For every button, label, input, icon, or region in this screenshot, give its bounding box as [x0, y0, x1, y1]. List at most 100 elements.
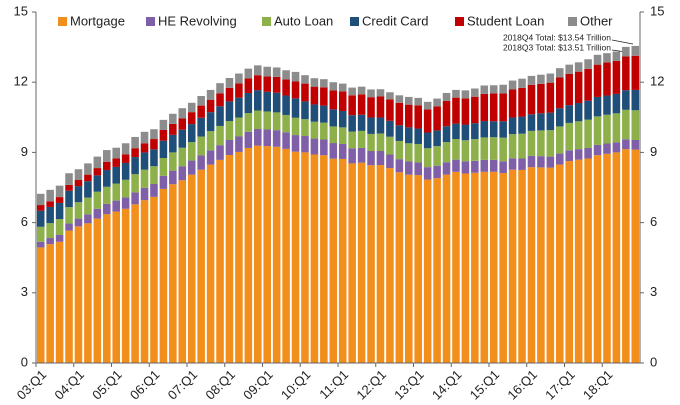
bar-segment — [546, 112, 555, 131]
bar-segment — [282, 95, 290, 115]
legend-label: Mortgage — [70, 13, 125, 28]
bar-segment — [93, 191, 102, 209]
legend-label: HE Revolving — [158, 13, 237, 28]
bar-segment — [178, 108, 187, 119]
bar-segment — [206, 131, 215, 151]
bar-segment — [169, 113, 177, 124]
bar-segment — [499, 121, 507, 138]
y-tick-label: 3 — [21, 284, 28, 299]
bar-segment — [291, 71, 300, 82]
bar-segment — [489, 121, 498, 138]
bar-segment — [405, 161, 413, 175]
bar-segment — [367, 133, 375, 151]
bar-segment — [574, 71, 583, 104]
bar-segment — [338, 110, 347, 128]
bar-segment — [197, 169, 205, 363]
bar-segment — [150, 149, 158, 167]
bar-segment — [206, 150, 215, 165]
bar-segment — [206, 112, 215, 132]
y-tick-label: 6 — [21, 214, 28, 229]
bar-segment — [320, 79, 328, 88]
legend-swatch — [146, 17, 155, 26]
bar-segment — [55, 197, 64, 203]
bar-segment — [301, 101, 309, 120]
bar-segment — [480, 159, 489, 172]
bar-segment — [263, 66, 271, 77]
bar-segment — [556, 164, 564, 363]
bar-segment — [150, 139, 158, 150]
bar-segment — [291, 117, 300, 136]
bar-segment — [235, 97, 243, 118]
bar-segment — [584, 68, 592, 101]
bar-segment — [235, 151, 243, 363]
bar-segment — [84, 163, 92, 175]
bar-segment — [357, 162, 366, 363]
bar-segment — [103, 161, 111, 170]
bar-segment — [159, 119, 168, 130]
x-tick-label: 08:Q1 — [202, 367, 238, 403]
bar-segment — [112, 200, 120, 212]
bar-segment — [254, 90, 262, 111]
bar-segment — [423, 148, 432, 168]
bar-segment — [178, 180, 187, 363]
bar-segment — [593, 96, 602, 117]
bar-segment — [338, 127, 347, 144]
bar-segment — [565, 161, 573, 363]
bar-segment — [499, 84, 507, 94]
bar-segment — [254, 145, 262, 363]
bar-segment — [376, 165, 385, 363]
bar-segment — [518, 169, 526, 363]
bar-segment — [36, 210, 45, 227]
bar-segment — [386, 99, 394, 121]
bar-segment — [121, 179, 130, 198]
bar-segment — [376, 117, 385, 134]
bar-segment — [140, 169, 149, 188]
bar-segment — [112, 147, 120, 159]
bar-segment — [169, 134, 177, 153]
bar-segment — [452, 97, 460, 124]
legend-swatch — [568, 17, 577, 26]
bar-segment — [131, 192, 139, 205]
bar-segment — [121, 197, 130, 209]
legend-swatch — [58, 17, 67, 26]
bar-segment — [631, 110, 640, 140]
bar-segment — [131, 157, 139, 175]
bar-segment — [272, 92, 281, 113]
bar-segment — [178, 147, 187, 167]
bar-segment — [376, 133, 385, 151]
bar-segment — [471, 139, 479, 161]
bar-segment — [159, 175, 168, 189]
bar-segment — [631, 139, 640, 150]
bar-segment — [254, 110, 262, 129]
bar-segment — [433, 165, 441, 179]
bar-segment — [631, 89, 640, 111]
bar-segment — [584, 119, 592, 148]
bar-segment — [225, 77, 234, 88]
bar-segment — [442, 174, 451, 363]
bar-segment — [518, 158, 526, 170]
bar-segment — [537, 74, 545, 84]
bar-segment — [131, 204, 139, 363]
bar-segment — [584, 158, 592, 363]
bar-segment — [348, 148, 356, 164]
bar-segment — [46, 206, 54, 224]
bar-segment — [461, 98, 470, 125]
bar-segment — [103, 150, 111, 162]
bar-segment — [310, 78, 319, 87]
bar-segment — [301, 136, 309, 153]
bar-segment — [386, 154, 394, 169]
bar-segment — [282, 114, 290, 133]
bar-segment — [65, 207, 73, 224]
bar-segment — [405, 143, 413, 162]
bar-segment — [112, 183, 120, 201]
y2-tick-label: 6 — [650, 214, 657, 229]
bar-segment — [187, 102, 196, 113]
bar-segment — [338, 83, 347, 92]
x-tick-label: 15:Q1 — [467, 367, 503, 403]
bar-segment — [93, 208, 102, 219]
bar-segment — [631, 45, 640, 56]
bar-segment — [556, 126, 564, 154]
bar-segment — [367, 97, 375, 118]
bar-segment — [518, 116, 526, 134]
bar-segment — [150, 196, 158, 363]
